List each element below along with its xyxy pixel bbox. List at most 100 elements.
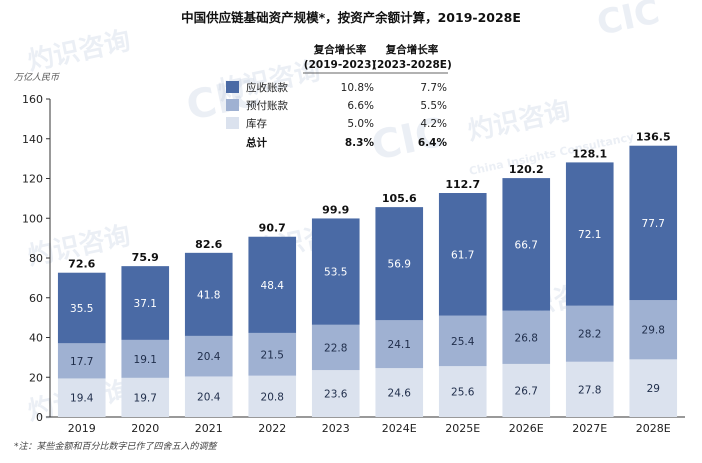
unit-label: 万亿人民币	[14, 72, 60, 83]
bar-segment	[565, 361, 614, 417]
x-tick-label: 2022	[258, 422, 286, 435]
x-tick-label: 2020	[131, 422, 159, 435]
data-label: 25.4	[451, 336, 475, 348]
watermark-cn-2: 灼识咨询	[465, 95, 573, 147]
data-label: 37.1	[134, 298, 157, 310]
bar-segment	[502, 363, 551, 417]
y-tick-label: 120	[22, 173, 43, 186]
bar-segment	[248, 332, 297, 376]
data-label: 21.5	[261, 349, 284, 361]
data-label: 24.6	[388, 388, 412, 400]
total-label: 136.5	[636, 131, 671, 144]
bar-segment	[565, 162, 614, 306]
total-label: 120.2	[509, 163, 544, 176]
data-label: 77.7	[642, 218, 665, 230]
data-label: 53.5	[324, 267, 347, 279]
data-label: 56.9	[388, 259, 411, 271]
y-tick-label: 100	[22, 212, 43, 225]
chart-title: 中国供应链基础资产规模*，按资产余额计算，2019-2028E	[181, 10, 521, 25]
data-label: 29.8	[642, 325, 665, 337]
cagr-header-2a: 复合增长率	[385, 43, 439, 56]
data-label: 25.6	[451, 387, 475, 399]
cagr-prepayments-2: 5.5%	[420, 100, 447, 112]
cagr-receivables-2: 7.7%	[420, 82, 447, 94]
y-tick-label: 40	[29, 332, 43, 345]
bar-segment	[121, 266, 170, 340]
data-label: 41.8	[197, 289, 220, 301]
bars: 19.4 17.7 35.5 72.6 19.7 19.1 37.1 75.9 20.4 20.4…	[57, 131, 678, 417]
y-tick-label: 60	[29, 292, 43, 305]
total-label: 128.1	[572, 147, 607, 160]
bar-segment	[57, 272, 106, 344]
y-tick-label: 80	[29, 252, 43, 265]
bar-segment	[629, 145, 678, 301]
watermark-logo-3: CIC	[594, 0, 664, 44]
data-label: 22.8	[324, 342, 347, 354]
x-tick-label: 2021	[195, 422, 223, 435]
data-label: 20.8	[261, 391, 284, 403]
x-tick-label: 2027E	[572, 422, 607, 435]
cagr-total-2: 6.4%	[418, 137, 448, 149]
cagr-inventory-1: 5.0%	[347, 118, 374, 130]
bar-segment	[184, 376, 233, 417]
cagr-header-2b: (2023-2028E)	[372, 59, 452, 71]
data-label: 72.1	[578, 229, 601, 241]
x-tick-label: 2023	[322, 422, 350, 435]
bar-segment	[438, 193, 487, 316]
bar-segment	[629, 300, 678, 360]
y-tick-label: 140	[22, 133, 43, 146]
bar-segment	[248, 236, 297, 333]
bar-segment	[375, 368, 424, 417]
legend-swatch-inventory	[226, 117, 239, 129]
cagr-total-1: 8.3%	[345, 137, 375, 149]
total-label: 90.7	[259, 222, 286, 235]
data-label: 19.1	[134, 354, 157, 366]
bar-segment	[311, 324, 360, 371]
data-label: 29	[647, 383, 660, 395]
y-tick-label: 160	[22, 93, 43, 106]
bar-segment	[502, 178, 551, 311]
y-tick-label: 20	[29, 371, 43, 384]
x-ticks: 2019 2020 2021 2022 2023 2024E 2025E 2026E 2027E…	[68, 422, 671, 435]
cagr-header-1b: (2019-2023)	[304, 59, 376, 71]
bar-segment	[121, 377, 170, 417]
footnote: *注：某些金额和百分比数字已作了四舍五入的调整	[14, 441, 219, 452]
x-tick-label: 2026E	[509, 422, 544, 435]
cagr-receivables-1: 10.8%	[341, 82, 374, 94]
cagr-table: 复合增长率 (2019-2023) 复合增长率 (2023-2028E) 应收账…	[226, 43, 452, 149]
data-label: 28.2	[578, 329, 601, 341]
total-label: 72.6	[68, 258, 95, 271]
data-label: 23.6	[324, 389, 348, 401]
total-label: 99.9	[322, 203, 349, 216]
bar-segment	[438, 366, 487, 417]
legend-label-receivables: 应收账款	[246, 81, 288, 94]
bar-segment	[629, 359, 678, 417]
total-row-label: 总计	[246, 136, 267, 149]
data-label: 35.5	[70, 303, 93, 315]
watermark-cn-4: 灼识咨询	[25, 25, 133, 77]
y-tick-label: 0	[36, 411, 43, 424]
bar-segment	[311, 218, 360, 325]
legend-swatch-receivables	[226, 81, 239, 93]
data-label: 48.4	[261, 280, 285, 292]
data-label: 66.7	[515, 239, 538, 251]
legend-label-inventory: 库存	[246, 117, 267, 130]
total-label: 112.7	[445, 178, 480, 191]
bar-segment	[565, 305, 614, 362]
bar-segment	[121, 339, 170, 378]
x-tick-label: 2024E	[382, 422, 417, 435]
y-ticks: 0 20 40 60 80 100 120 140 160	[22, 93, 50, 424]
data-label: 20.4	[197, 351, 221, 363]
data-label: 27.8	[578, 384, 601, 396]
total-label: 105.6	[382, 192, 417, 205]
legend-label-prepayments: 预付账款	[246, 99, 288, 112]
total-label: 75.9	[132, 251, 159, 264]
bar-segment	[311, 370, 360, 417]
data-label: 26.8	[515, 332, 538, 344]
bar-segment	[184, 252, 233, 336]
cagr-prepayments-1: 6.6%	[347, 100, 374, 112]
bar-segment	[248, 375, 297, 417]
bar-segment	[57, 343, 106, 379]
cagr-inventory-2: 4.2%	[420, 118, 447, 130]
